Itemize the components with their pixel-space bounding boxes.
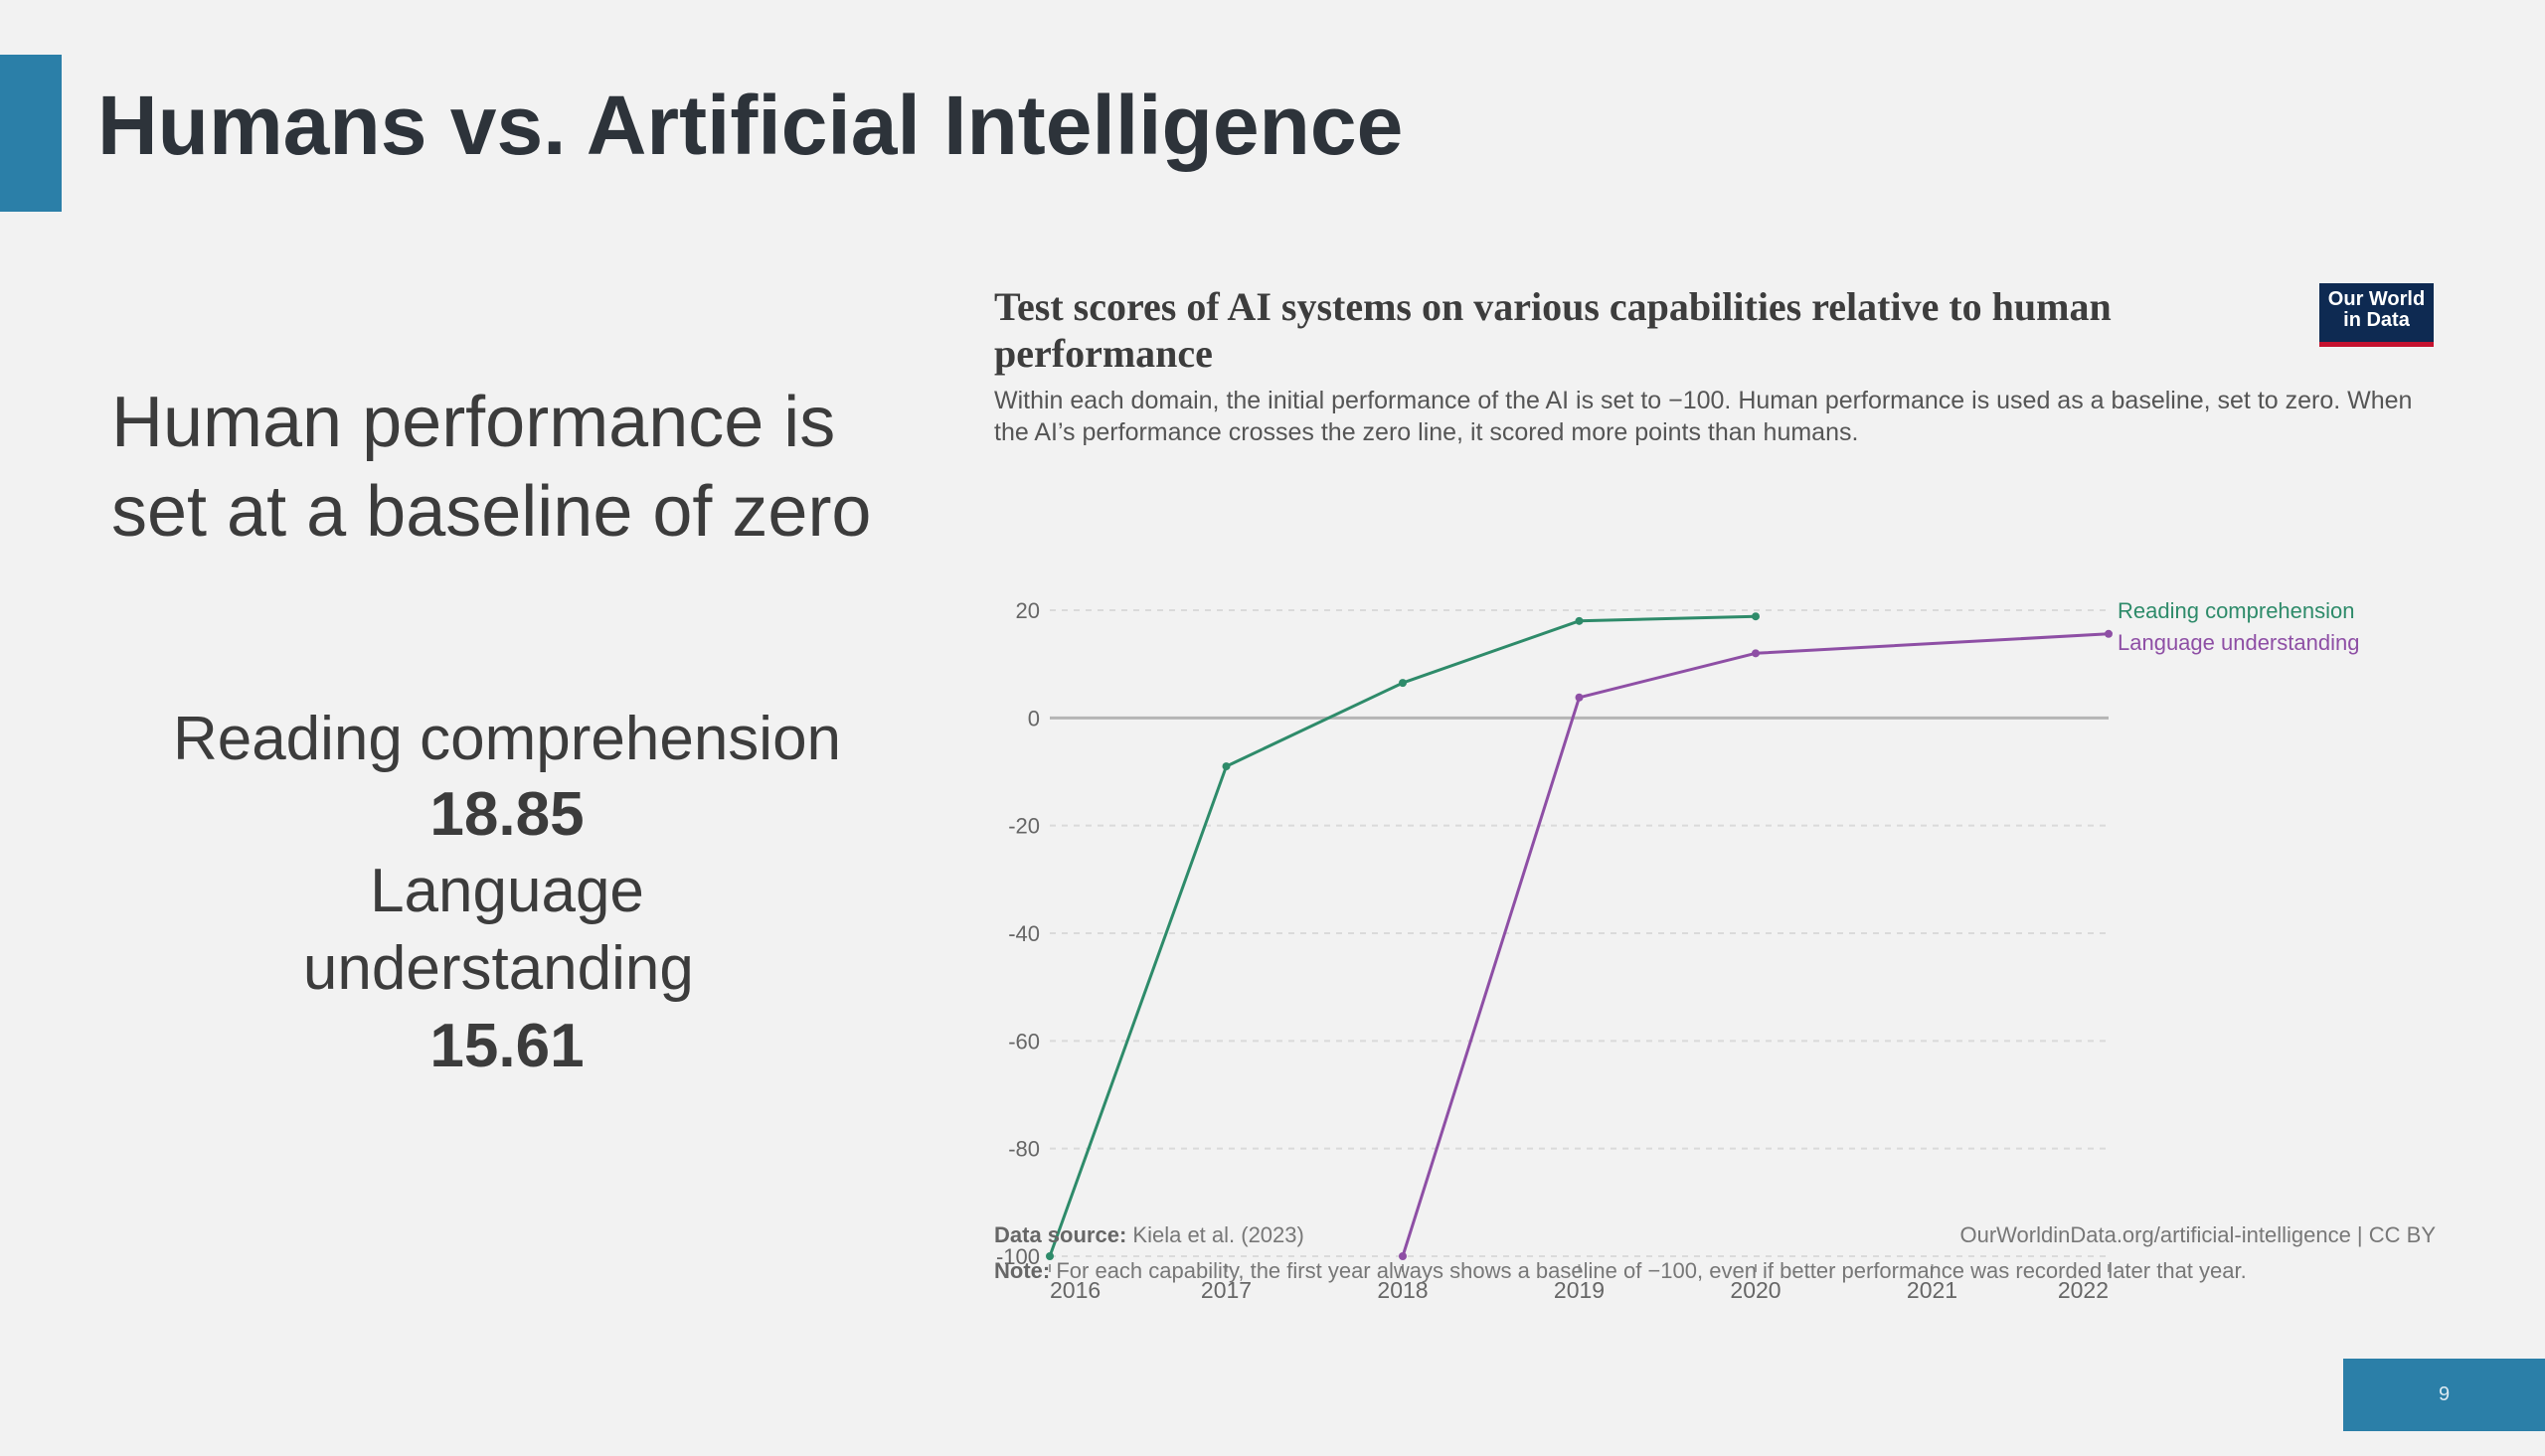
series-layer: [1046, 612, 2113, 1260]
x-tick-label: 2021: [1907, 1277, 1957, 1303]
chart-panel: Test scores of AI systems on various cap…: [994, 283, 2436, 1303]
x-tick-label: 2019: [1554, 1277, 1605, 1303]
data-point: [1399, 1252, 1407, 1260]
our-world-in-data-logo[interactable]: Our World in Data: [2319, 283, 2434, 347]
y-tick-label: 0: [1028, 706, 1040, 730]
note-text: For each capability, the first year alwa…: [1056, 1258, 2247, 1283]
series-line-1: [1401, 632, 2110, 1257]
legend-layer: Reading comprehension Language understand…: [2118, 598, 2359, 655]
legend-label-0: Reading comprehension: [2118, 598, 2355, 623]
data-point: [1575, 616, 1584, 625]
axis-layer: 20 0 -20 -40 -60 -80 -100 2016 2017 2018 2019 2020 2…: [996, 598, 2110, 1303]
language-understanding-value: 15.61: [429, 1012, 585, 1080]
stats-block: Reading comprehension 18.85 Language und…: [119, 702, 895, 1085]
x-tick-label: 2020: [1730, 1277, 1781, 1303]
legend-label-1: Language understanding: [2118, 630, 2359, 655]
data-point: [1222, 762, 1231, 771]
source-label: Data source:: [994, 1222, 1127, 1247]
title-accent-bar: [0, 55, 62, 212]
data-point: [1399, 679, 1407, 688]
data-point: [1752, 649, 1760, 658]
owid-url[interactable]: OurWorldinData.org/artificial-intelligen…: [1959, 1222, 2437, 1247]
series-line-0: [1048, 614, 1757, 1257]
x-tick-label: 2016: [1050, 1277, 1101, 1303]
y-tick-label: 20: [1016, 598, 1040, 623]
reading-comprehension-value: 18.85: [429, 780, 585, 849]
grid-layer: [1050, 609, 2109, 1257]
y-tick-label: -60: [1008, 1029, 1040, 1053]
x-tick-label: 2017: [1201, 1277, 1252, 1303]
chart-subtitle: Within each domain, the initial performa…: [994, 387, 2413, 446]
y-tick-label: -40: [1008, 921, 1040, 946]
reading-comprehension-label: Reading comprehension: [172, 705, 842, 773]
x-tick-label: 2018: [1377, 1277, 1428, 1303]
y-tick-label: -20: [1008, 814, 1040, 839]
data-point: [1575, 693, 1584, 702]
y-tick-label: -80: [1008, 1137, 1040, 1162]
language-understanding-stat: Language understanding 15.61: [268, 853, 746, 1085]
data-point: [1752, 612, 1760, 621]
line-chart: 20 0 -20 -40 -60 -80 -100 2016 2017 2018 2019 2020 2…: [996, 598, 2360, 1303]
logo-line-1: Our World: [2327, 288, 2426, 310]
baseline-heading: Human performance is set at a baseline o…: [111, 383, 872, 552]
x-tick-label: 2022: [2058, 1277, 2109, 1303]
source-row: Data source: Kiela et al. (2023) OurWorl…: [994, 1222, 2436, 1248]
slide-title: Humans vs. Artificial Intelligence: [97, 79, 1404, 172]
source-text: Kiela et al. (2023): [1132, 1222, 1304, 1247]
data-point: [1046, 1252, 1054, 1260]
logo-line-2: in Data: [2343, 309, 2410, 331]
note-label: Note:: [994, 1258, 1051, 1283]
page-number: 9: [2343, 1359, 2545, 1431]
language-understanding-label: Language understanding: [302, 857, 694, 1003]
data-point: [2105, 629, 2113, 638]
note-row: Note: For each capability, the first yea…: [994, 1258, 2436, 1284]
y-tick-label: -100: [996, 1244, 1040, 1269]
chart-title: Test scores of AI systems on various cap…: [994, 284, 2112, 376]
